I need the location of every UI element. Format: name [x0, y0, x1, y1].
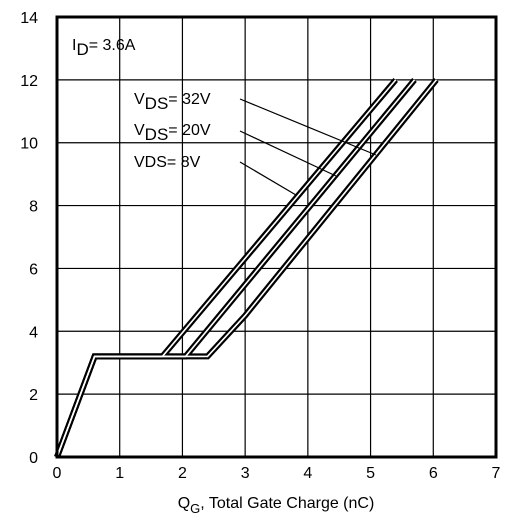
annotation-leaders: [239, 98, 377, 196]
x-tick-label-5: 5: [366, 465, 375, 482]
x-tick-label-2: 2: [178, 465, 187, 482]
y-tick-label-0: 0: [29, 450, 38, 467]
plot-frame: [55, 15, 498, 459]
leader-line-vds8: [239, 161, 297, 196]
x-tick-label-6: 6: [429, 465, 438, 482]
series-line-vds8-inner: [56, 79, 438, 458]
leader-line-vds20: [239, 130, 337, 177]
y-tick-label-2: 4: [29, 324, 38, 341]
y-tick-label-1: 2: [29, 387, 38, 404]
y-tick-label-4: 8: [29, 199, 38, 216]
y-tick-label-7: 14: [20, 10, 38, 27]
x-axis-label: QG, Total Gate Charge (nC): [178, 495, 375, 516]
grid-lines: [57, 17, 496, 457]
series-group: [54, 77, 439, 459]
y-tick-label-5: 10: [20, 136, 38, 153]
vds-20v-annotation: VDS= 20V: [134, 122, 211, 144]
x-tick-label-0: 0: [53, 465, 62, 482]
y-tick-label-3: 6: [29, 261, 38, 278]
leader-line-vds32: [239, 98, 377, 156]
x-tick-label-7: 7: [492, 465, 501, 482]
vds-32v-annotation: VDS= 32V: [134, 91, 211, 113]
y-tick-label-6: 12: [20, 73, 38, 90]
x-tick-label-3: 3: [241, 465, 250, 482]
id-annotation: ID= 3.6A: [72, 37, 136, 59]
vds-8v-annotation: VDS= 8V: [134, 154, 201, 171]
x-tick-label-1: 1: [115, 465, 124, 482]
x-tick-label-4: 4: [303, 465, 312, 482]
